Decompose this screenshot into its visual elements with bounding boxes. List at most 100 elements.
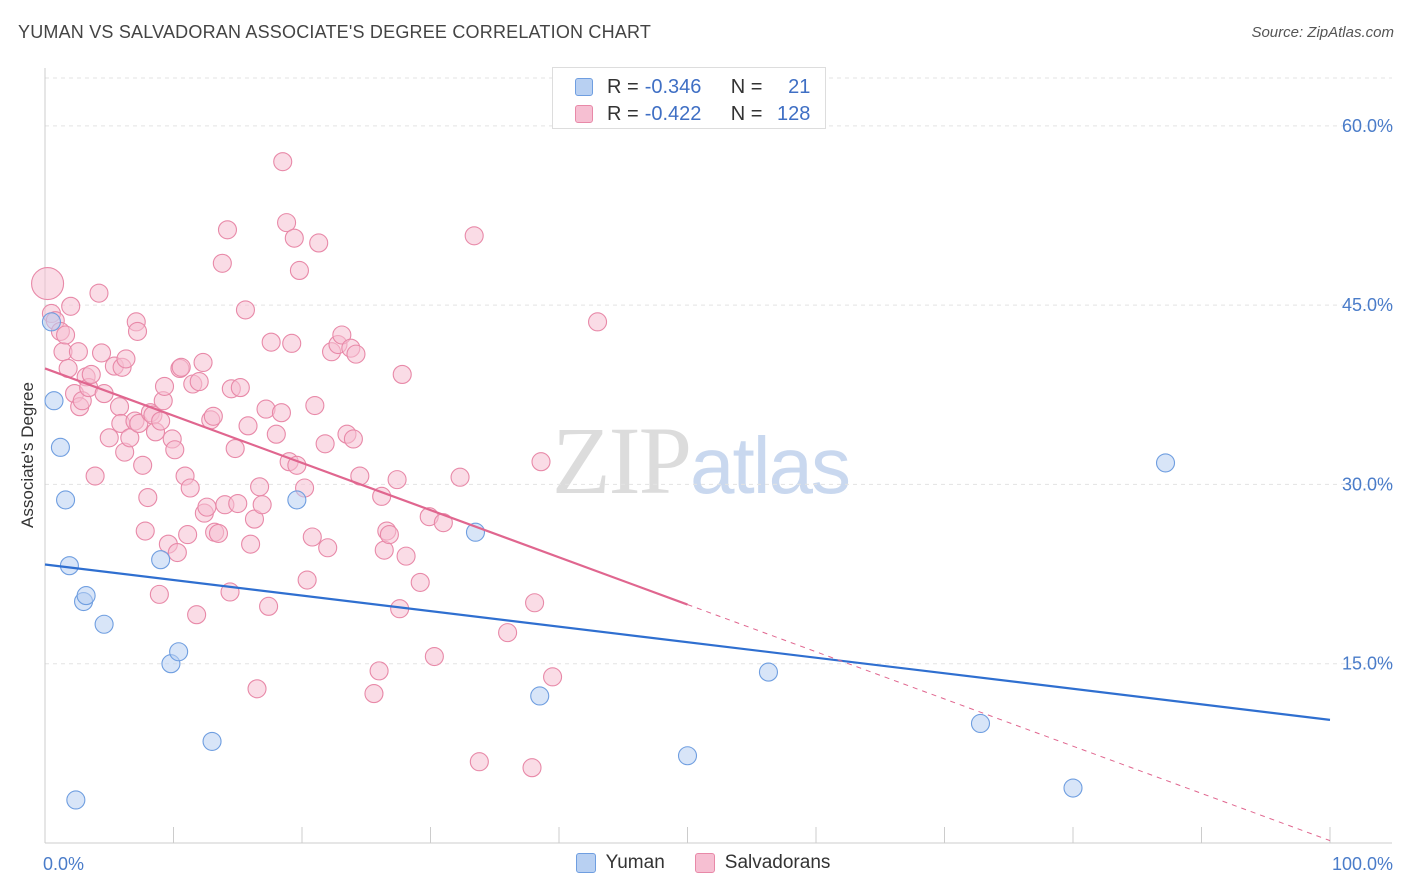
salvadoran-point	[203, 406, 223, 426]
salvadoran-point	[498, 623, 518, 643]
salvadoran-point	[171, 357, 191, 377]
yuman-point	[76, 586, 96, 606]
legend-item-yuman[interactable]: Yuman	[575, 852, 665, 874]
salvadoran-point	[154, 376, 175, 396]
salvadoran-trend-line	[44, 367, 688, 606]
salvadoran-point	[332, 325, 352, 345]
salvadoran-point	[91, 343, 112, 363]
salvadoran-point	[99, 428, 119, 448]
yuman-point	[1155, 453, 1176, 473]
y-tick-label: 60.0%	[1342, 116, 1393, 136]
stats-r-value: -0.422	[644, 102, 702, 125]
salvadoran-point	[277, 213, 297, 233]
salvadoran-point	[151, 411, 171, 431]
legend-item-salvadorans[interactable]: Salvadorans	[694, 852, 830, 874]
stats-n-label: N =	[730, 102, 763, 125]
yuman-point	[56, 490, 76, 510]
yuman-point	[677, 746, 698, 766]
salvadoran-point	[109, 397, 130, 417]
salvadoran-point	[212, 253, 232, 273]
salvadoran-point	[318, 538, 338, 558]
chart-title: YUMAN VS SALVADORAN ASSOCIATE'S DEGREE C…	[18, 22, 652, 42]
salvadoran-point	[387, 470, 407, 490]
x-tick-label: 100.0%	[1332, 854, 1393, 874]
y-tick-label: 30.0%	[1342, 474, 1393, 494]
salvadoran-point	[89, 283, 109, 303]
salvadoran-point	[178, 525, 198, 545]
stats-r-value: -0.346	[644, 75, 702, 98]
salvadoran-point	[346, 344, 366, 364]
stats-n-value: 128	[777, 102, 811, 125]
stats-box: R = -0.346 N = 21 R = -0.422 N = 128	[552, 67, 826, 129]
salvadoran-point	[410, 572, 430, 592]
yuman-point	[94, 614, 114, 634]
salvadoran-point	[61, 296, 81, 316]
watermark: ZIPatlas	[552, 405, 851, 516]
salvadoran-point	[369, 661, 389, 681]
stats-r-label: R =	[607, 75, 639, 98]
salvadoran-point	[259, 596, 279, 616]
salvadoran-point	[309, 233, 329, 253]
salvadoran-point	[235, 300, 256, 320]
salvadoran-point	[305, 395, 325, 416]
salvadoran-point	[543, 667, 563, 687]
yuman-point	[758, 662, 779, 682]
point-layer	[31, 152, 1176, 810]
salvadoran-point	[252, 495, 272, 515]
salvadoran-point	[135, 521, 155, 541]
salvadoran-trend-extension	[687, 604, 1331, 842]
yuman-point	[50, 437, 70, 457]
salvadoran-point	[230, 378, 250, 398]
salvadoran-point	[225, 438, 245, 459]
yuman-point	[202, 731, 222, 751]
axis-layer	[44, 68, 1392, 844]
salvadoran-point	[364, 684, 384, 704]
legend-swatch-salvadorans	[694, 853, 715, 873]
salvadoran-point	[392, 364, 412, 384]
salvadoran-point	[266, 424, 286, 444]
source-credit: Source: ZipAtlas.com	[1251, 24, 1394, 41]
salvadoran-point	[315, 434, 335, 454]
salvadoran-point	[189, 372, 209, 392]
legend-swatch-yuman	[575, 853, 596, 873]
salvadoran-point	[149, 584, 169, 604]
stats-n-label: N =	[730, 75, 763, 98]
salvadoran-point	[138, 488, 158, 508]
label-layer: 15.0% 30.0% 45.0% 60.0% 0.0% 100.0% Associate'…	[18, 116, 1393, 874]
watermark-zip: ZIP	[552, 407, 692, 514]
salvadoran-point	[247, 679, 267, 699]
salvadoran-point	[522, 758, 542, 778]
salvadoran-point	[587, 312, 608, 332]
salvadoran-point	[165, 440, 185, 460]
salvadoran-point	[56, 325, 76, 345]
yuman-point	[1063, 778, 1083, 798]
salvadoran-point	[282, 333, 302, 353]
salvadoran-point	[450, 467, 470, 487]
salvadoran-point	[273, 152, 293, 172]
grid-layer	[45, 77, 1392, 665]
salvadoran-point	[167, 542, 187, 563]
salvadoran-point	[208, 523, 229, 543]
salvadoran-point	[297, 570, 317, 590]
yuman-point	[287, 490, 307, 510]
salvadoran-point	[469, 752, 489, 772]
y-tick-label: 45.0%	[1342, 295, 1393, 315]
salvadoran-point	[197, 497, 217, 517]
salvadoran-point	[464, 226, 484, 246]
legend-label-yuman: Yuman	[605, 852, 665, 873]
salvadoran-point	[343, 429, 363, 449]
yuman-point	[530, 686, 550, 706]
salvadoran-point	[127, 321, 148, 341]
watermark-atlas: atlas	[690, 421, 851, 510]
salvadoran-point	[302, 527, 322, 547]
stats-swatch-salvadorans	[575, 105, 593, 123]
yuman-point	[151, 550, 171, 570]
salvadoran-point	[261, 332, 281, 352]
salvadoran-point	[396, 546, 416, 566]
salvadoran-point	[187, 605, 207, 625]
salvadoran-point	[241, 534, 261, 554]
stats-r-label: R =	[607, 102, 639, 125]
yuman-point	[169, 642, 189, 662]
y-axis-title: Associate's Degree	[18, 382, 37, 528]
